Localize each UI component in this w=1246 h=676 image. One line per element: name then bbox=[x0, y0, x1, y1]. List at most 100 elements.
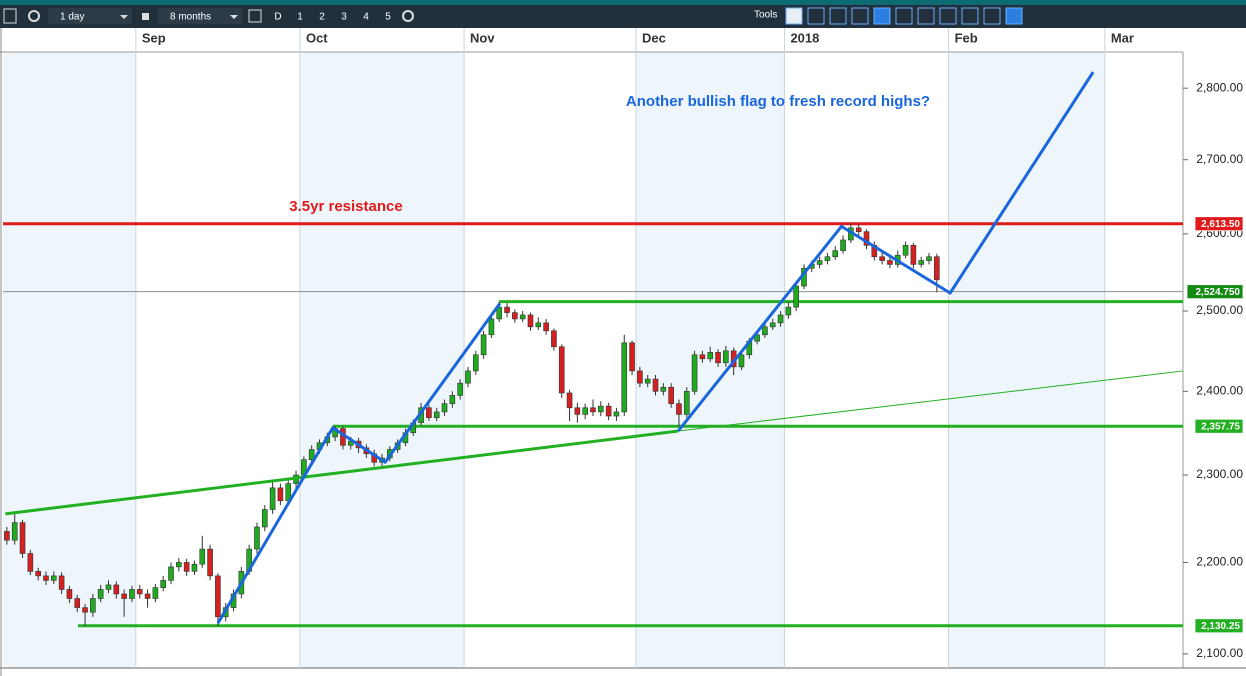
candle-body bbox=[176, 562, 182, 568]
interval: 1 day bbox=[60, 12, 84, 23]
candle-body bbox=[574, 407, 581, 415]
candle-body bbox=[902, 244, 909, 256]
candle-body bbox=[551, 330, 557, 348]
x-tick-label: Feb bbox=[955, 30, 978, 45]
period-buttons: D 1 2 3 4 5 bbox=[274, 12, 391, 23]
tool-icon[interactable] bbox=[873, 7, 891, 25]
price-tag-label: 2,130.25 bbox=[1201, 621, 1240, 632]
calendar-icon[interactable] bbox=[248, 9, 262, 23]
candle-body bbox=[269, 487, 276, 510]
x-tick-label: Oct bbox=[306, 30, 328, 45]
y-tick-label: 2,100.00 bbox=[1196, 646, 1243, 660]
tool-icon[interactable] bbox=[829, 7, 847, 25]
period-button[interactable]: D bbox=[274, 12, 281, 23]
candle-body bbox=[488, 318, 495, 336]
candle-body bbox=[449, 395, 456, 404]
y-tick-label: 2,500.00 bbox=[1196, 303, 1243, 317]
candle-body bbox=[699, 354, 706, 360]
candle-body bbox=[4, 531, 10, 541]
dropdown-arrow bbox=[230, 15, 238, 19]
candle-body bbox=[637, 370, 643, 384]
candle-body bbox=[840, 239, 846, 251]
candle-body bbox=[723, 350, 729, 364]
candle-body bbox=[433, 411, 440, 419]
tool-icon[interactable] bbox=[939, 7, 957, 25]
period-button[interactable]: 1 bbox=[297, 12, 303, 23]
candle-body bbox=[519, 314, 526, 320]
candle-body bbox=[558, 346, 565, 394]
price-tag-label: 2,613.50 bbox=[1201, 219, 1240, 230]
x-tick-label: Sep bbox=[142, 30, 166, 45]
candle-body bbox=[566, 392, 573, 409]
interval-select[interactable] bbox=[48, 8, 132, 24]
candle-body bbox=[629, 342, 635, 372]
candle-body bbox=[168, 566, 174, 581]
candle-body bbox=[90, 598, 96, 613]
candle-body bbox=[144, 593, 151, 599]
price-tag bbox=[1194, 618, 1244, 634]
annotation: 3.5yr resistance bbox=[289, 198, 402, 215]
candle-body bbox=[707, 352, 714, 360]
candle-body bbox=[512, 312, 518, 320]
range: 8 months bbox=[170, 12, 211, 23]
candle-body bbox=[832, 250, 839, 258]
candle-body bbox=[535, 322, 542, 328]
candle-body bbox=[691, 354, 698, 392]
settings-icon[interactable] bbox=[28, 10, 40, 22]
tool-icon[interactable] bbox=[851, 7, 869, 25]
candle-body bbox=[207, 548, 213, 577]
candle-body bbox=[715, 352, 721, 364]
candle-body bbox=[785, 306, 792, 316]
month-shading bbox=[3, 52, 1105, 668]
month-band bbox=[299, 52, 465, 668]
plot: Sep Oct Nov Dec 2018 Feb Mar 2,100.00 2,200.00 2,… bbox=[3, 28, 1244, 668]
candle-body bbox=[605, 405, 612, 417]
y-tick-label: 2,200.00 bbox=[1196, 555, 1243, 569]
candle-body bbox=[58, 575, 65, 590]
tool-icon[interactable] bbox=[807, 7, 825, 25]
candle-body bbox=[926, 256, 932, 261]
candle-body bbox=[82, 607, 88, 613]
candle-body bbox=[136, 589, 143, 595]
period-button[interactable]: 4 bbox=[363, 12, 369, 23]
candle-body bbox=[113, 584, 120, 595]
time-header bbox=[0, 28, 1246, 52]
period-button[interactable]: 5 bbox=[385, 12, 391, 23]
x-tick-label: Mar bbox=[1111, 30, 1134, 45]
tool-icon[interactable] bbox=[1005, 7, 1023, 25]
price-tag bbox=[1194, 216, 1244, 232]
tool-icon[interactable] bbox=[917, 7, 935, 25]
candle-body bbox=[74, 598, 81, 608]
range-select[interactable] bbox=[158, 8, 242, 24]
candle-body bbox=[261, 509, 268, 528]
period-button[interactable]: 3 bbox=[341, 12, 347, 23]
menu-icon[interactable] bbox=[3, 8, 17, 24]
tool-icon[interactable] bbox=[785, 7, 803, 25]
candle-body bbox=[441, 403, 448, 413]
candle-body bbox=[19, 522, 26, 554]
candle-body bbox=[668, 386, 674, 404]
dropdown-arrow bbox=[120, 15, 128, 19]
tool-icon[interactable] bbox=[961, 7, 979, 25]
candle-body bbox=[855, 227, 862, 232]
candle-body bbox=[43, 575, 49, 581]
candle-body bbox=[496, 306, 503, 320]
settings-icon[interactable] bbox=[402, 10, 414, 22]
candle-body bbox=[457, 382, 463, 396]
candle-body bbox=[504, 306, 510, 313]
candle-body bbox=[824, 256, 831, 261]
toolbar-top bbox=[0, 0, 1246, 5]
tool-icon[interactable] bbox=[983, 7, 1001, 25]
lock-icon[interactable] bbox=[142, 13, 149, 20]
candle-body bbox=[754, 334, 760, 342]
candle-body bbox=[277, 487, 284, 502]
tool-icon[interactable] bbox=[895, 7, 913, 25]
period-button[interactable]: 2 bbox=[319, 12, 325, 23]
x-tick-label: Dec bbox=[642, 30, 666, 45]
candle-body bbox=[683, 391, 690, 415]
price-tag-label: 2,524.750 bbox=[1196, 287, 1241, 298]
candle-body bbox=[793, 285, 799, 308]
candle-body bbox=[613, 411, 620, 417]
candle-body bbox=[199, 548, 206, 565]
candle-body bbox=[762, 326, 768, 336]
